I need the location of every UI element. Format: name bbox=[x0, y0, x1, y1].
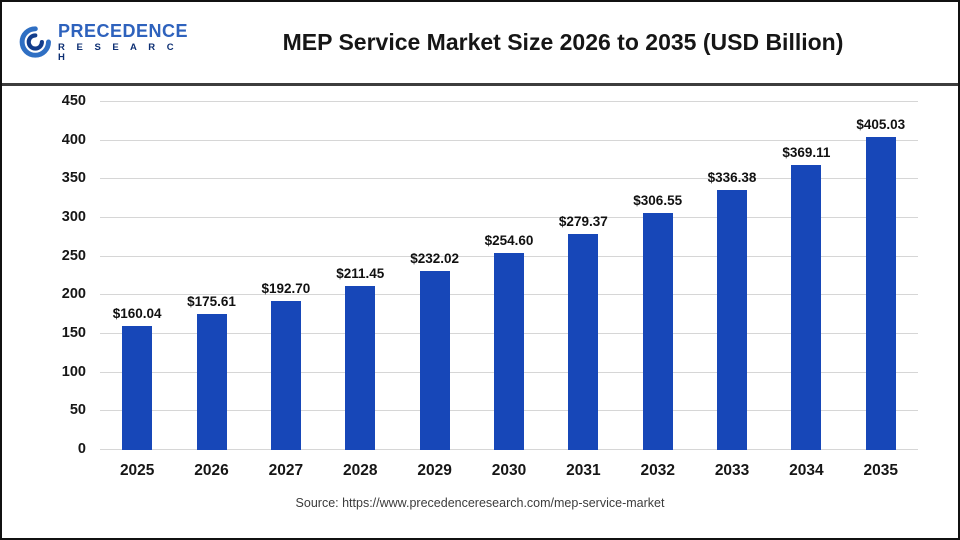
bar bbox=[345, 286, 376, 450]
x-axis-category-label: 2027 bbox=[268, 462, 304, 479]
gridline: 450 bbox=[62, 93, 918, 109]
y-axis-tick-label: 400 bbox=[61, 131, 86, 148]
bar-group: $254.60 bbox=[472, 102, 546, 450]
logo-name: PRECEDENCE bbox=[57, 20, 188, 41]
bar-group: $232.02 bbox=[397, 102, 471, 450]
bar-group: $211.45 bbox=[323, 102, 397, 450]
bar bbox=[419, 270, 450, 450]
bar bbox=[642, 212, 673, 450]
header: PRECEDENCE R E S E A R C H MEP Service M… bbox=[2, 2, 958, 86]
y-axis-tick-label: 250 bbox=[61, 247, 86, 264]
bar-value-label: $254.60 bbox=[484, 233, 534, 249]
precedence-research-logo: PRECEDENCE R E S E A R C H bbox=[18, 20, 188, 64]
x-axis-category-label: 2026 bbox=[194, 462, 229, 479]
bar-chart-plot: 0 50 100 150 200 250 300 350 400 450 $160.04 $175.6… bbox=[62, 93, 918, 457]
y-axis-tick-label: 200 bbox=[61, 286, 86, 303]
bar-value-label: $306.55 bbox=[633, 192, 683, 208]
bar-value-label: $405.03 bbox=[856, 116, 906, 132]
gridline: 350 bbox=[62, 170, 918, 186]
x-axis-category-label: 2028 bbox=[343, 462, 378, 479]
source-text: Source: https://www.precedenceresearch.c… bbox=[295, 496, 665, 510]
x-axis-category-label: 2030 bbox=[491, 462, 527, 479]
title-wrap: MEP Service Market Size 2026 to 2035 (US… bbox=[188, 29, 938, 56]
y-axis-tick-label: 350 bbox=[61, 170, 86, 187]
x-axis-category-label: 2031 bbox=[566, 462, 601, 479]
y-axis-tick-label: 50 bbox=[69, 402, 86, 419]
x-axis-category-label: 2032 bbox=[640, 462, 675, 479]
bar-value-label: $336.38 bbox=[707, 169, 757, 185]
y-axis-tick-label: 100 bbox=[61, 363, 86, 380]
chart-title: MEP Service Market Size 2026 to 2035 (US… bbox=[282, 29, 844, 55]
y-axis-tick-label: 450 bbox=[61, 93, 86, 109]
y-axis-tick-label: 0 bbox=[77, 441, 86, 457]
x-axis-category-label: 2033 bbox=[714, 462, 750, 479]
bar-value-label: $175.61 bbox=[187, 294, 236, 310]
bar bbox=[493, 253, 524, 450]
bar-group: $192.70 bbox=[249, 102, 323, 450]
x-axis-category-label: 2035 bbox=[863, 462, 899, 479]
bar bbox=[865, 136, 896, 450]
chart-area: 0 50 100 150 200 250 300 350 400 450 $160.04 $175.6… bbox=[2, 86, 958, 510]
bar bbox=[270, 300, 301, 450]
x-axis-labels: 2025 2026 2027 2028 2029 2030 2031 2032 2033 2034… bbox=[100, 450, 918, 480]
bar bbox=[122, 326, 153, 450]
bar bbox=[717, 189, 748, 450]
logo-text: PRECEDENCE R E S E A R C H bbox=[57, 20, 188, 64]
logo-swirl-icon bbox=[19, 26, 51, 59]
x-axis-category-label: 2034 bbox=[789, 462, 824, 479]
bar bbox=[196, 314, 227, 450]
bar-group: $175.61 bbox=[174, 102, 248, 450]
gridline: 300 bbox=[62, 209, 918, 225]
bar-value-label: $192.70 bbox=[261, 280, 311, 296]
bar-value-label: $369.11 bbox=[782, 144, 831, 160]
bar-group: $369.11 bbox=[769, 102, 843, 450]
bar-value-label: $211.45 bbox=[336, 266, 385, 282]
bar-group: $160.04 bbox=[100, 102, 174, 450]
bar-group: $279.37 bbox=[546, 102, 620, 450]
bar bbox=[568, 233, 599, 450]
y-axis-tick-label: 300 bbox=[61, 209, 86, 225]
bar-group: $306.55 bbox=[621, 102, 695, 450]
bar-value-label: $279.37 bbox=[558, 213, 608, 229]
y-axis-tick-label: 150 bbox=[61, 325, 86, 341]
bar-value-label: $232.02 bbox=[410, 250, 460, 266]
logo-subtitle: R E S E A R C H bbox=[57, 42, 179, 64]
x-axis-category-label: 2025 bbox=[119, 462, 155, 479]
x-axis-category-label: 2029 bbox=[417, 462, 452, 479]
gridline: 400 bbox=[62, 132, 918, 148]
bar-group: $336.38 bbox=[695, 102, 769, 450]
bars-container: $160.04 $175.61 $192.70 $211.45 $232.02 $254.… bbox=[100, 102, 918, 450]
bar-group: $405.03 bbox=[844, 102, 918, 450]
bar bbox=[791, 164, 822, 450]
bar-value-label: $160.04 bbox=[112, 306, 162, 322]
